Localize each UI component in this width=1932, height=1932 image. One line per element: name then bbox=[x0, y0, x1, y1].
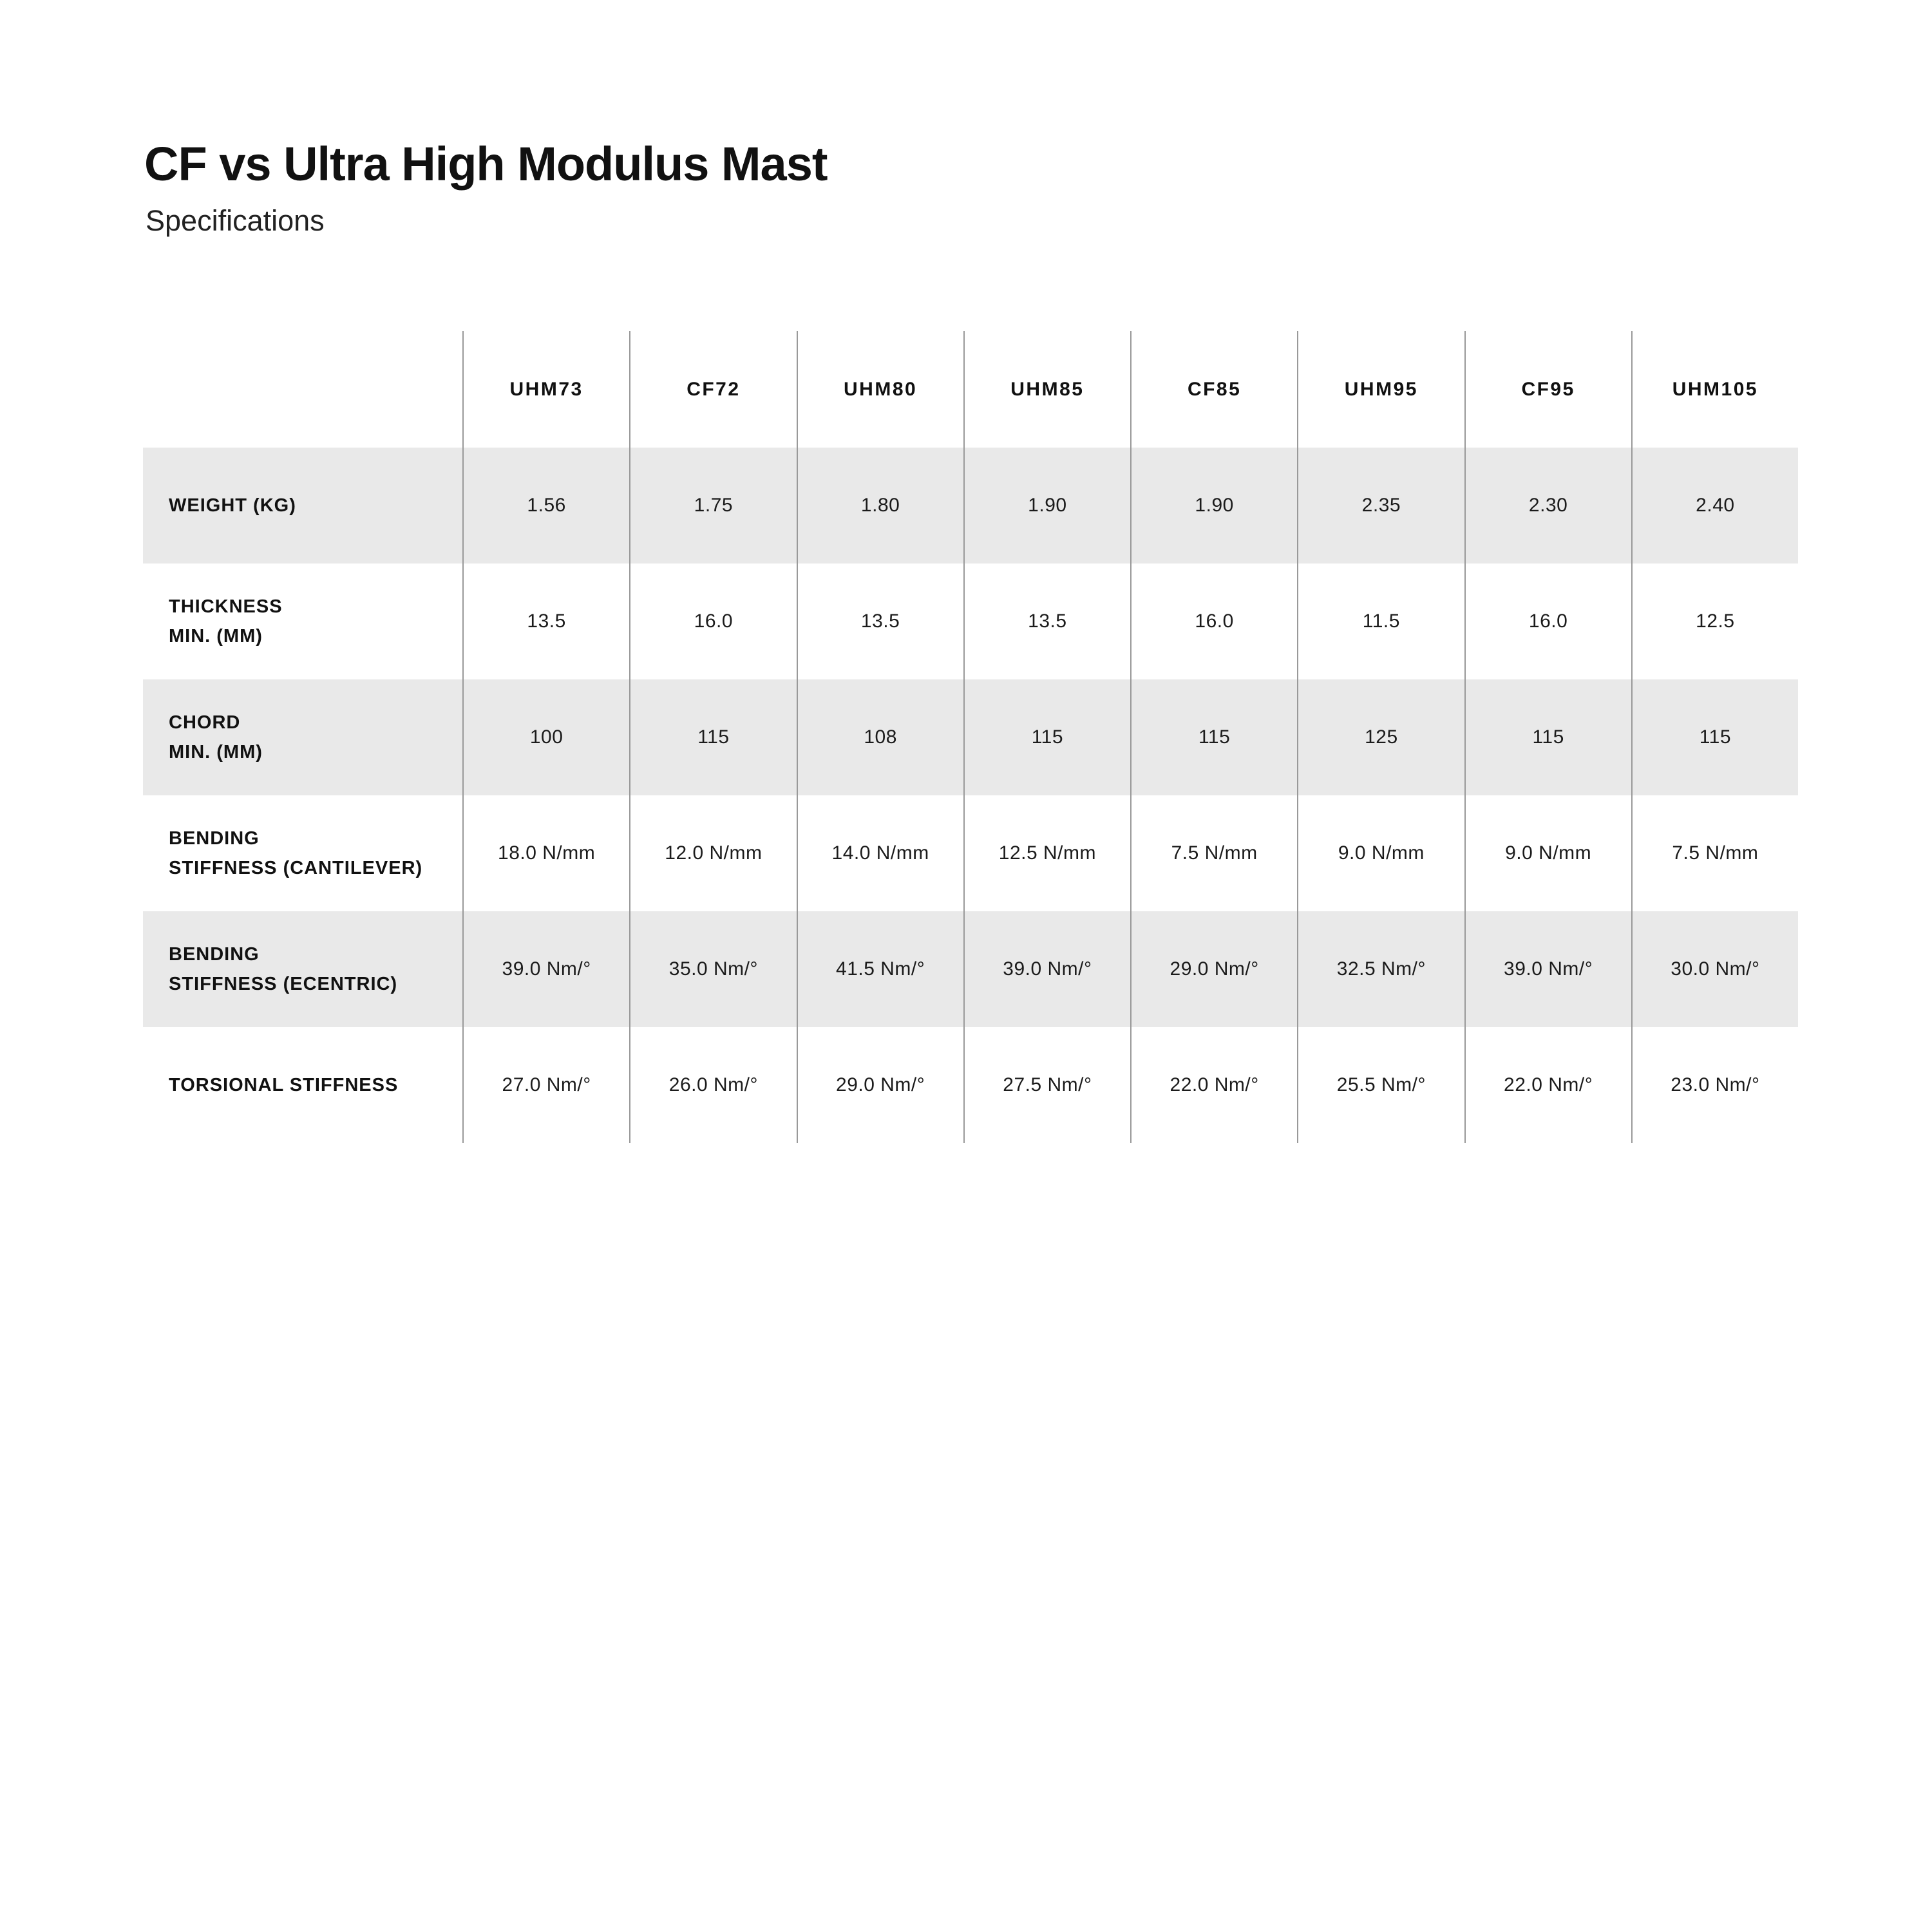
value-cell: 7.5 N/mm bbox=[1631, 795, 1798, 911]
column-header: CF85 bbox=[1130, 331, 1297, 448]
table-corner-cell bbox=[143, 331, 462, 448]
spec-table: UHM73 CF72 UHM80 UHM85 CF85 UHM95 CF95 UHM105 WE… bbox=[143, 331, 1798, 1143]
value-cell: 9.0 N/mm bbox=[1297, 795, 1464, 911]
value-cell: 39.0 Nm/° bbox=[1464, 911, 1631, 1027]
value-cell: 13.5 bbox=[963, 564, 1130, 679]
column-header: CF72 bbox=[629, 331, 796, 448]
value-cell: 115 bbox=[963, 679, 1130, 795]
value-cell: 1.56 bbox=[462, 448, 630, 564]
value-cell: 2.30 bbox=[1464, 448, 1631, 564]
value-cell: 1.75 bbox=[629, 448, 797, 564]
value-cell: 115 bbox=[1130, 679, 1298, 795]
value-cell: 100 bbox=[462, 679, 630, 795]
value-cell: 12.5 N/mm bbox=[963, 795, 1130, 911]
value-cell: 12.0 N/mm bbox=[629, 795, 796, 911]
row-label-line: BENDING bbox=[169, 944, 260, 965]
value-cell: 14.0 N/mm bbox=[796, 795, 963, 911]
value-cell: 108 bbox=[796, 679, 963, 795]
value-cell: 12.5 bbox=[1631, 564, 1798, 679]
value-cell: 13.5 bbox=[796, 564, 963, 679]
row-label-line: MIN. (MM) bbox=[169, 742, 263, 762]
value-cell: 13.5 bbox=[462, 564, 629, 679]
value-cell: 32.5 Nm/° bbox=[1297, 911, 1464, 1027]
row-label: BENDING STIFFNESS (CANTILEVER) bbox=[143, 795, 462, 911]
page-title: CF vs Ultra High Modulus Mast bbox=[144, 137, 828, 191]
value-cell: 39.0 Nm/° bbox=[963, 911, 1130, 1027]
value-cell: 1.90 bbox=[1130, 448, 1298, 564]
value-cell: 27.0 Nm/° bbox=[462, 1027, 629, 1143]
value-cell: 41.5 Nm/° bbox=[796, 911, 963, 1027]
value-cell: 26.0 Nm/° bbox=[629, 1027, 796, 1143]
value-cell: 115 bbox=[1464, 679, 1631, 795]
value-cell: 2.35 bbox=[1297, 448, 1464, 564]
page-subtitle: Specifications bbox=[146, 204, 325, 237]
row-label-line: WEIGHT (KG) bbox=[169, 495, 296, 516]
value-cell: 2.40 bbox=[1631, 448, 1798, 564]
value-cell: 29.0 Nm/° bbox=[1130, 911, 1298, 1027]
row-label-line: STIFFNESS (CANTILEVER) bbox=[169, 858, 423, 878]
value-cell: 16.0 bbox=[629, 564, 796, 679]
row-label-line: STIFFNESS (ECENTRIC) bbox=[169, 974, 398, 994]
row-label-line: TORSIONAL STIFFNESS bbox=[169, 1075, 399, 1095]
value-cell: 16.0 bbox=[1130, 564, 1297, 679]
column-header: UHM80 bbox=[796, 331, 963, 448]
value-cell: 16.0 bbox=[1464, 564, 1631, 679]
value-cell: 35.0 Nm/° bbox=[629, 911, 797, 1027]
value-cell: 22.0 Nm/° bbox=[1130, 1027, 1297, 1143]
row-label: CHORD MIN. (MM) bbox=[143, 679, 462, 795]
value-cell: 29.0 Nm/° bbox=[796, 1027, 963, 1143]
value-cell: 125 bbox=[1297, 679, 1464, 795]
row-label: THICKNESS MIN. (MM) bbox=[143, 564, 462, 679]
value-cell: 22.0 Nm/° bbox=[1464, 1027, 1631, 1143]
row-label-line: BENDING bbox=[169, 828, 260, 849]
row-label: BENDING STIFFNESS (ECENTRIC) bbox=[143, 911, 462, 1027]
row-label: TORSIONAL STIFFNESS bbox=[143, 1027, 462, 1143]
row-label-line: THICKNESS bbox=[169, 596, 283, 617]
value-cell: 23.0 Nm/° bbox=[1631, 1027, 1798, 1143]
value-cell: 30.0 Nm/° bbox=[1631, 911, 1798, 1027]
value-cell: 115 bbox=[629, 679, 797, 795]
column-header: UHM95 bbox=[1297, 331, 1464, 448]
row-label-line: CHORD bbox=[169, 712, 241, 733]
value-cell: 9.0 N/mm bbox=[1464, 795, 1631, 911]
value-cell: 39.0 Nm/° bbox=[462, 911, 630, 1027]
column-header: UHM85 bbox=[963, 331, 1130, 448]
column-header: CF95 bbox=[1464, 331, 1631, 448]
column-header: UHM105 bbox=[1631, 331, 1798, 448]
value-cell: 1.90 bbox=[963, 448, 1130, 564]
value-cell: 25.5 Nm/° bbox=[1297, 1027, 1464, 1143]
row-label-line: MIN. (MM) bbox=[169, 626, 263, 647]
value-cell: 7.5 N/mm bbox=[1130, 795, 1297, 911]
value-cell: 18.0 N/mm bbox=[462, 795, 629, 911]
value-cell: 27.5 Nm/° bbox=[963, 1027, 1130, 1143]
row-label: WEIGHT (KG) bbox=[143, 448, 462, 564]
column-header: UHM73 bbox=[462, 331, 629, 448]
value-cell: 115 bbox=[1631, 679, 1798, 795]
value-cell: 11.5 bbox=[1297, 564, 1464, 679]
value-cell: 1.80 bbox=[796, 448, 963, 564]
